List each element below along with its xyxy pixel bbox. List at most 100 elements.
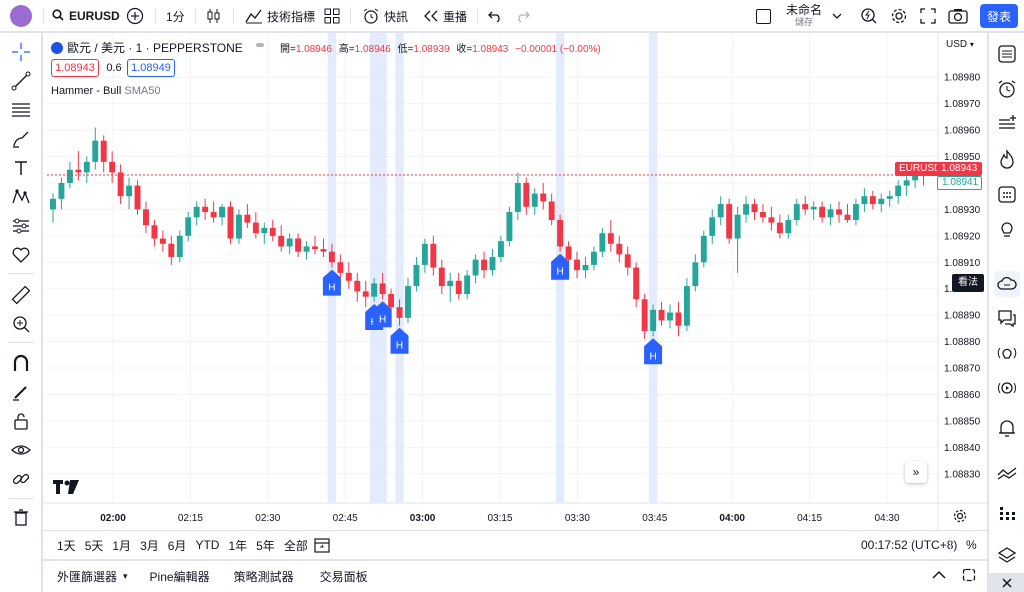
notifications-button[interactable] [995,416,1019,440]
streams-button[interactable] [995,341,1019,365]
layers-button[interactable] [995,543,1019,567]
layout-name-button[interactable]: 未命名 儲存 [786,0,822,32]
candle-body [143,209,149,226]
calendar-button[interactable] [995,182,1019,206]
visibility-tool[interactable] [9,438,33,462]
dots-grid-icon [1000,507,1015,520]
ideas-button[interactable] [995,217,1019,241]
lock-tool[interactable] [9,409,33,433]
news-stream-button[interactable] [995,376,1019,400]
range-button[interactable]: 1月 [112,538,132,553]
range-button[interactable]: 3月 [140,538,159,553]
clock-label[interactable]: 00:17:52 (UTC+8) [861,538,958,552]
link-tool[interactable] [9,467,33,491]
range-button[interactable]: 5天 [84,538,104,553]
range-button[interactable]: YTD [195,538,220,552]
trendline-tool[interactable] [9,69,33,93]
candle-body [227,206,234,239]
candle-body [776,222,783,234]
currency-selector[interactable]: USD ▾ [946,39,974,50]
legend-dot-icon[interactable] [256,43,264,47]
date-range-icon-button[interactable] [313,536,331,557]
time-axis-settings[interactable] [952,508,968,529]
sell-button[interactable]: 1.08943 [51,59,99,77]
publish-button[interactable]: 發表 [980,0,1018,32]
range-button[interactable]: 全部 [283,538,308,553]
alert-button[interactable]: 快訊 [362,0,408,32]
candle-body [768,217,775,223]
eye-icon [11,445,31,455]
magnet-tool[interactable] [9,351,33,375]
text-tool[interactable] [9,156,33,180]
minds-button[interactable] [994,271,1020,297]
pattern-tool[interactable] [9,185,33,209]
hammer-marker[interactable] [551,253,570,280]
quick-search-button[interactable] [860,0,878,32]
object-tree-button[interactable] [995,501,1019,525]
data-window-button[interactable] [995,112,1019,136]
candle-body [295,238,302,252]
delete-tool[interactable] [9,505,33,529]
candle-body [658,309,665,321]
maximize-panel-button[interactable] [962,568,976,585]
tab-strategy-tester[interactable]: 策略測試器 [233,570,294,584]
fullscreen-button[interactable] [920,0,936,32]
chart-type-button[interactable] [206,0,222,32]
scroll-to-realtime-button[interactable]: » [905,461,927,483]
candle-body [176,235,183,257]
chart-pane[interactable]: 1.089801.089701.089601.089501.089401.089… [43,33,987,559]
indicator-legend[interactable]: Hammer - Bull SMA50 [51,85,160,97]
tradingview-logo[interactable] [53,480,79,499]
range-button[interactable]: 1天 [57,538,76,553]
range-button[interactable]: 1年 [228,538,248,553]
undo-button[interactable] [488,0,502,32]
tab-pine-editor[interactable]: Pine編輯器 [149,570,210,584]
prediction-tool[interactable] [9,214,33,238]
candle-body [252,222,259,234]
hammer-label: H [556,267,563,278]
settings-button[interactable] [890,0,908,32]
alerts-button[interactable] [995,77,1019,101]
layout-checkbox[interactable] [756,0,771,32]
hammer-marker[interactable] [390,327,409,354]
layouts-button[interactable] [324,0,340,32]
close-panel-button[interactable] [989,573,1024,592]
chats-button[interactable] [995,306,1019,330]
tab-forex-screener[interactable]: 外匯篩選器 [57,570,118,584]
collapse-panel-button[interactable] [932,569,946,583]
zoom-tool[interactable] [9,312,33,336]
hotlists-button[interactable] [995,147,1019,171]
fib-tool[interactable] [9,98,33,122]
watchlist-button[interactable] [995,42,1019,66]
chevron-down-icon: ▾ [969,40,974,49]
crosshair-tool[interactable] [9,40,33,64]
measure-tool[interactable] [9,283,33,307]
range-button[interactable]: 6月 [167,538,187,553]
favorites-tool[interactable] [9,243,33,267]
symbol-search[interactable]: EURUSD [52,0,120,32]
chevron-down-icon[interactable]: ▾ [123,571,128,581]
tab-trading-panel[interactable]: 交易面板 [319,570,368,584]
candle-body [557,219,564,247]
snapshot-button[interactable] [948,0,968,32]
percent-toggle[interactable]: % [966,538,977,552]
indicators-button[interactable]: 技術指標 [245,0,315,32]
chart-canvas[interactable]: 1.089801.089701.089601.089501.089401.089… [43,33,987,530]
drawing-mode-tool[interactable] [9,380,33,404]
trading-button[interactable] [995,461,1019,485]
hammer-marker[interactable] [373,301,392,328]
brush-tool[interactable] [9,127,33,151]
hammer-marker[interactable] [322,269,341,296]
compare-button[interactable] [126,0,144,32]
buy-button[interactable]: 1.08949 [127,59,175,77]
candle-body [472,259,479,276]
interval-button[interactable]: 1分 [166,9,185,24]
zoom-in-icon [13,316,30,333]
hammer-marker[interactable] [644,338,663,365]
candle-body [793,204,800,220]
replay-button[interactable]: 重播 [423,0,467,32]
layout-menu-button[interactable] [832,0,842,32]
user-avatar[interactable] [10,0,32,32]
redo-button[interactable] [516,0,530,32]
range-button[interactable]: 5年 [256,538,275,553]
